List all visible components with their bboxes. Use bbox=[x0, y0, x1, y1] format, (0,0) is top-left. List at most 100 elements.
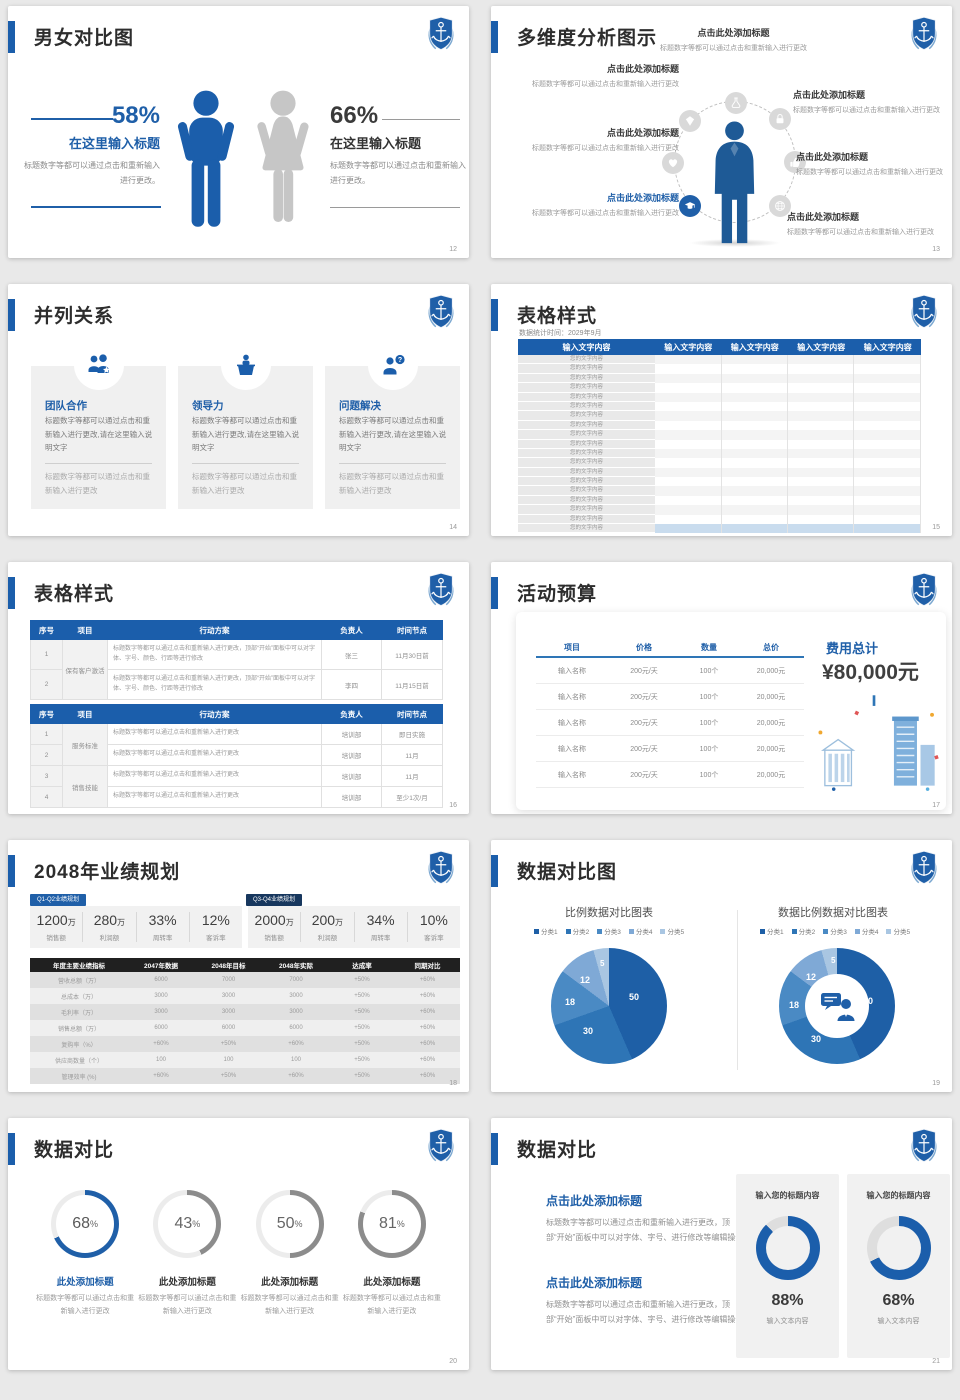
legend-item: 分类3 bbox=[823, 926, 847, 936]
donut-panel: 输入您的标题内容 68% 输入文本内容 bbox=[847, 1174, 950, 1358]
heart-icon bbox=[662, 152, 684, 174]
budget-card: 项目 价格 数量 总价 输入名称 200元/天 100个 20,000元 bbox=[516, 612, 946, 810]
school-shield-logo-icon bbox=[909, 571, 939, 607]
donut-value: 88% bbox=[771, 1292, 804, 1309]
title-accent-bar bbox=[8, 577, 15, 609]
legend-swatch bbox=[565, 928, 571, 934]
table-row: 营收总额（万） 6000 7000 7000 +50% +60% bbox=[30, 972, 460, 988]
table-row: 2 标题数字等都可以通过点击和重新输入进行更改，顶部“开始”面板中可以对字体、字… bbox=[30, 669, 443, 700]
slide-thumbnail-21[interactable]: 数据对比 点击此处添加标题 标题数字等都可以通过点击和重新输入进行更改，顶部“开… bbox=[491, 1118, 952, 1370]
feature-card: 问题解决 标题数字等都可以通过点击和重新输入进行更改,请在这里输入说明文字 标题… bbox=[325, 340, 460, 509]
title-accent-bar bbox=[491, 1133, 498, 1165]
stat-item: 200万 利润额 bbox=[301, 912, 355, 942]
legend-swatch bbox=[628, 928, 634, 934]
card-heading: 团队合作 bbox=[45, 400, 87, 412]
slide-title: 数据对比 bbox=[34, 1140, 115, 1161]
male-heading: 在这里输入标题 bbox=[68, 136, 160, 151]
data-date-caption: 数据统计时间：2029年9月 bbox=[519, 330, 602, 337]
donut-chart bbox=[866, 1216, 931, 1280]
ring-desc: 标题数字等都可以通过点击和重新输入进行更改 bbox=[240, 1295, 339, 1315]
callout-left-bottom: 点击此处添加标题 标题数字等都可以通过点击和重新输入进行更改 bbox=[532, 193, 679, 217]
slide-thumbnail-13[interactable]: 多维度分析图示 点击此处添加标题 标题数字等都可以通过点击和重新输入进行更改 点… bbox=[491, 6, 952, 258]
table-row: 您的文字内容 bbox=[518, 364, 921, 374]
table-row: 输入名称 200元/天 100个 20,000元 bbox=[536, 736, 804, 762]
slide-title: 数据对比图 bbox=[517, 862, 618, 883]
graduation-cap-icon bbox=[679, 195, 701, 217]
progress-ring-column: 81% 此处添加标题 标题数字等都可以通过点击和重新输入进行更改 bbox=[341, 1190, 443, 1318]
slide-thumbnail-19[interactable]: 数据对比图 比例数据对比图表 分类1 分类2 分类3 分类4 分类5 50 30… bbox=[491, 840, 952, 1092]
legend-item: 分类5 bbox=[886, 926, 910, 936]
figure-shadow bbox=[689, 239, 781, 247]
donut-hole bbox=[805, 974, 869, 1038]
legend-item: 分类2 bbox=[565, 926, 589, 936]
divider bbox=[737, 910, 738, 1070]
legend-item: 分类1 bbox=[533, 926, 558, 936]
card-note: 标题数字等都可以通过点击和重新输入进行更改 bbox=[45, 472, 150, 495]
callout-left-middle: 点击此处添加标题 标题数字等都可以通过点击和重新输入进行更改 bbox=[532, 128, 679, 152]
progress-ring: 43% bbox=[153, 1190, 222, 1258]
progress-ring: 50% bbox=[255, 1190, 324, 1258]
legend-swatch bbox=[660, 928, 666, 934]
card-heading: 领导力 bbox=[192, 400, 224, 412]
title-accent-bar bbox=[491, 21, 498, 53]
slide-thumbnail-15[interactable]: 表格样式 数据统计时间：2029年9月 输入文字内容 输入文字内容 输入文字内容… bbox=[491, 284, 952, 536]
table-row: 4 标题数字等都可以通过点击和重新输入进行更改 培训部 至少1次/月 bbox=[30, 786, 443, 808]
title-accent-bar bbox=[8, 21, 15, 53]
table-body: 营收总额（万） 6000 7000 7000 +50% +60% 总成本（万） 3000 3… bbox=[30, 972, 460, 1084]
slide-thumbnail-18[interactable]: 2048年业绩规划 Q1-Q2业绩规划 Q3-Q4业绩规划 1200万 销售额 … bbox=[8, 840, 469, 1092]
table-row: 2 标题数字等都可以通过点击和重新输入进行更改 培训部 11月 bbox=[30, 744, 443, 766]
donut-caption: 输入文本内容 bbox=[766, 1318, 809, 1325]
callout-right-top: 点击此处添加标题 标题数字等都可以通过点击和重新输入进行更改 bbox=[793, 90, 940, 114]
page-number: 17 bbox=[932, 802, 940, 809]
page-number: 18 bbox=[449, 1080, 457, 1087]
legend-swatch bbox=[823, 928, 829, 934]
callout-right-middle: 点击此处添加标题 标题数字等都可以通过点击和重新输入进行更改 bbox=[796, 152, 943, 176]
slide-thumbnail-14[interactable]: 并列关系 团队合作 标题数字等都可以通过点击和重新输入进行更改,请在这里输入说明… bbox=[8, 284, 469, 536]
table-header-row: 输入文字内容 输入文字内容 输入文字内容 输入文字内容 输入文字内容 bbox=[518, 339, 921, 355]
slide-thumbnail-12[interactable]: 男女对比图 58% 在这里输入标题 标题数字等都可以通过点击和重新输入进行更改。… bbox=[8, 6, 469, 258]
card-body: 标题数字等都可以通过点击和重新输入进行更改,请在这里输入说明文字 bbox=[45, 416, 153, 452]
slide-title: 并列关系 bbox=[34, 306, 115, 327]
table-row: 您的文字内容 bbox=[518, 383, 921, 393]
progress-ring-column: 43% 此处添加标题 标题数字等都可以通过点击和重新输入进行更改 bbox=[136, 1190, 238, 1318]
progress-ring: 68% bbox=[51, 1190, 120, 1258]
slide-title: 数据对比 bbox=[517, 1140, 598, 1161]
school-shield-logo-icon bbox=[909, 849, 939, 885]
title-accent-bar bbox=[491, 577, 498, 609]
page-number: 20 bbox=[449, 1358, 457, 1365]
slide-thumbnail-20[interactable]: 数据对比 68% 此处添加标题 标题数字等都可以通过点击和重新输入进行更改 43… bbox=[8, 1118, 469, 1370]
page-number: 14 bbox=[449, 524, 457, 531]
table-row: 您的文字内容 bbox=[518, 373, 921, 384]
legend-swatch bbox=[759, 928, 765, 934]
page-number: 21 bbox=[932, 1358, 940, 1365]
school-shield-logo-icon bbox=[426, 15, 456, 51]
legend-item: 分类1 bbox=[759, 926, 784, 936]
slide-thumbnail-17[interactable]: 活动预算 项目 价格 数量 总价 输入名称 200元/天 100个 bbox=[491, 562, 952, 814]
total-cost-value: ¥80,000元 bbox=[822, 661, 919, 684]
school-shield-logo-icon bbox=[909, 293, 939, 329]
ring-title: 此处添加标题 bbox=[56, 1277, 114, 1288]
legend-swatch bbox=[791, 928, 797, 934]
card-note: 标题数字等都可以通过点击和重新输入进行更改 bbox=[339, 472, 444, 495]
teamwork-icon bbox=[86, 353, 112, 377]
school-shield-logo-icon bbox=[909, 1127, 939, 1163]
legend-swatch bbox=[533, 928, 539, 934]
card-body: 标题数字等都可以通过点击和重新输入进行更改,请在这里输入说明文字 bbox=[339, 416, 447, 452]
table-row: 3 销售技能 标题数字等都可以通过点击和重新输入进行更改 培训部 11月 bbox=[30, 765, 443, 808]
school-shield-logo-icon bbox=[426, 293, 456, 329]
male-percentage: 58% bbox=[111, 102, 160, 129]
table-row: 总成本（万） 3000 3000 3000 +50% +60% bbox=[30, 988, 460, 1004]
progress-ring: 81% bbox=[357, 1190, 426, 1258]
title-accent-bar bbox=[8, 855, 15, 887]
globe-icon bbox=[769, 195, 791, 217]
slide-title: 表格样式 bbox=[517, 306, 598, 327]
problem-solving-icon bbox=[380, 353, 406, 377]
table-row: 您的文字内容 bbox=[518, 495, 921, 506]
table-header-row: 年度主要业绩指标 2047年数据 2048年目标 2048年实际 达成率 同期对… bbox=[30, 958, 460, 972]
male-figure-icon bbox=[170, 90, 242, 234]
school-shield-logo-icon bbox=[426, 571, 456, 607]
table-row: 您的文字内容 bbox=[518, 420, 921, 431]
school-shield-logo-icon bbox=[426, 1127, 456, 1163]
text-block: 点击此处添加标题 标题数字等都可以通过点击和重新输入进行更改，顶部“开始”面板中… bbox=[546, 1276, 744, 1325]
slide-thumbnail-16[interactable]: 表格样式 序号 项目 行动方案 负责人 时间节点 1 保有客户激活 标题数字等都… bbox=[8, 562, 469, 814]
